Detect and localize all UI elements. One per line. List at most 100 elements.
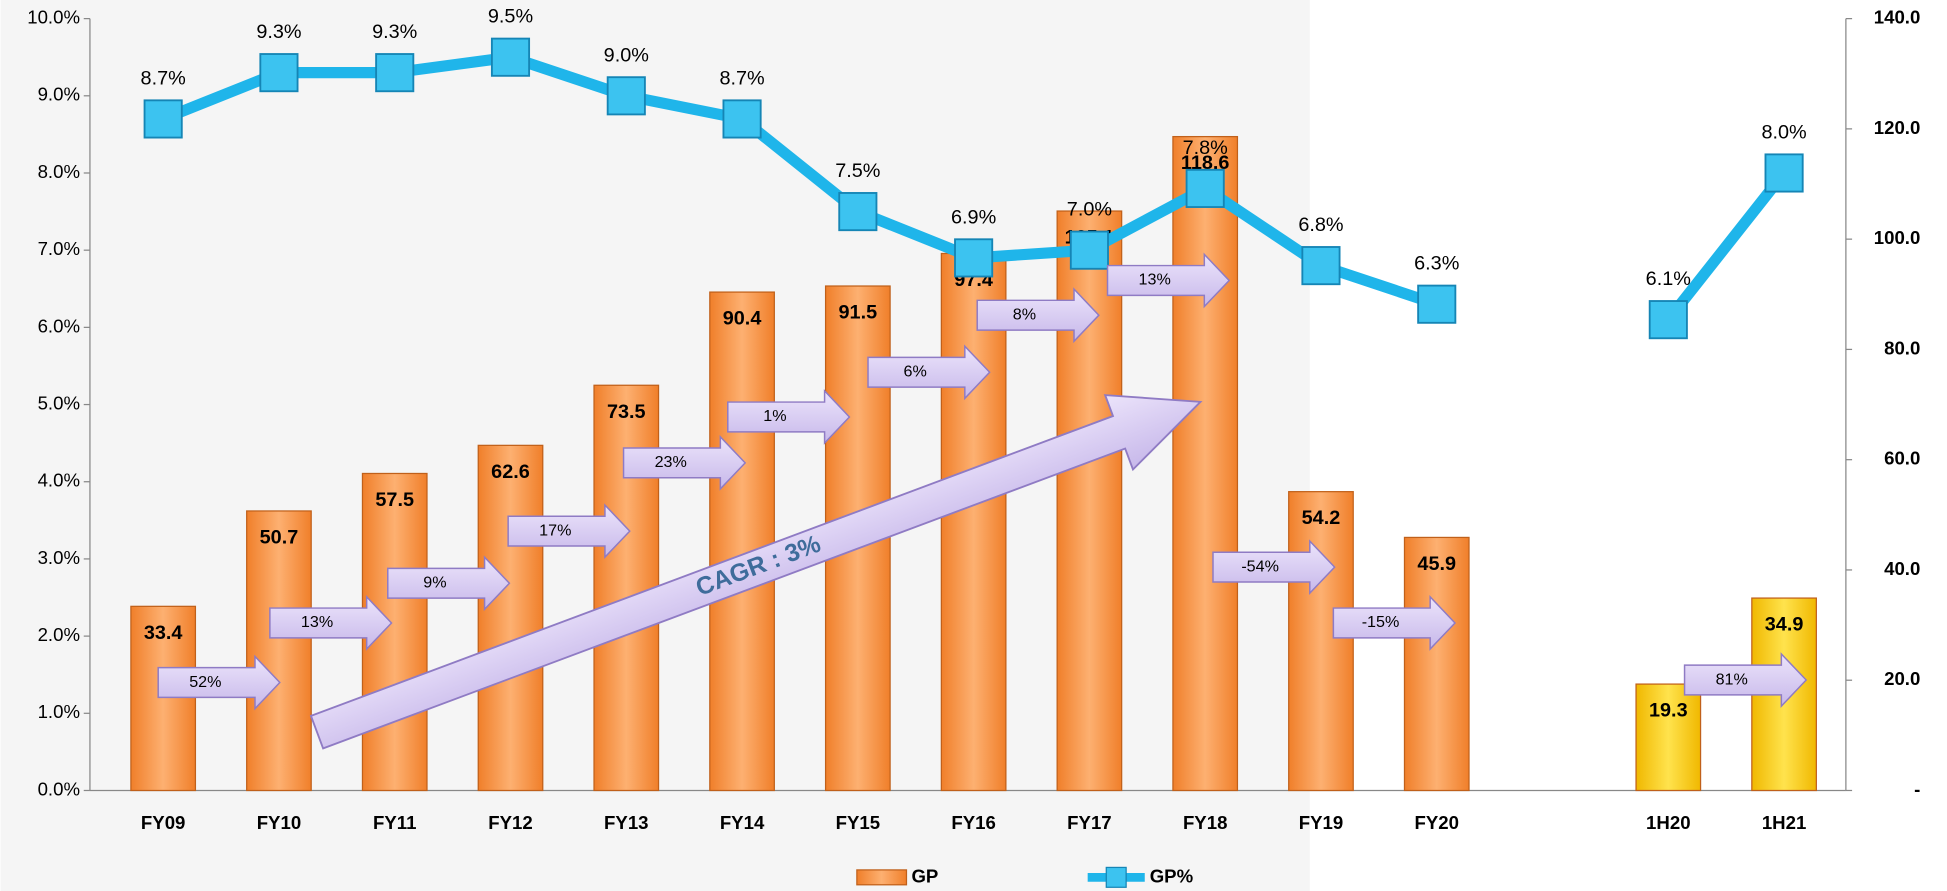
y-tick-label: 10.0% (27, 7, 80, 28)
x-tick-label: FY12 (488, 812, 532, 833)
bar-value-label: 73.5 (607, 401, 646, 423)
bar (593, 384, 660, 792)
line-value-label: 9.0% (604, 44, 649, 66)
bar (130, 605, 197, 792)
y-tick-label: 7.0% (38, 238, 80, 259)
growth-arrow (867, 344, 991, 401)
x-tick-label: FY11 (373, 812, 416, 833)
x-tick-label: FY13 (604, 812, 648, 833)
line-value-label: 8.7% (141, 67, 186, 89)
growth-label: 17% (539, 521, 571, 539)
x-tick-label: 1H21 (1762, 812, 1807, 833)
growth-label: 9% (423, 574, 446, 592)
x-tick-label: FY18 (1183, 812, 1227, 833)
line-marker (1417, 284, 1457, 324)
x-tick-label: FY15 (836, 812, 880, 833)
bar (709, 291, 775, 792)
bar (1056, 210, 1123, 792)
bar (477, 444, 544, 792)
y-tick-label: 2.0% (38, 624, 80, 645)
x-tick-label: FY10 (257, 812, 301, 833)
y-tick-label: 9.0% (38, 84, 80, 105)
growth-arrow (507, 503, 631, 560)
bar-value-label: 54.2 (1302, 507, 1341, 529)
growth-arrow (1332, 595, 1457, 651)
y-tick-label: 3.0% (38, 547, 80, 568)
growth-label: 13% (301, 613, 333, 631)
growth-label: -15% (1362, 613, 1400, 631)
bar (1288, 491, 1354, 792)
bar-value-label: 34.9 (1765, 614, 1804, 636)
line-marker (375, 53, 415, 93)
line-value-label: 9.5% (488, 6, 533, 28)
y-tick-label: 5.0% (38, 392, 80, 413)
growth-arrow (622, 434, 747, 491)
bar-value-label: 62.6 (491, 461, 530, 483)
growth-label: 1% (763, 407, 786, 425)
line-value-label: 9.3% (372, 21, 417, 43)
line-value-label: 7.0% (1067, 199, 1112, 221)
line-value-label: 8.7% (719, 67, 764, 89)
line-marker (490, 37, 531, 77)
line-marker (143, 99, 183, 139)
x-tick-label: 1H20 (1646, 812, 1691, 833)
x-tick-label: FY16 (951, 812, 995, 833)
bar-value-label: 33.4 (144, 622, 183, 644)
growth-label: -54% (1241, 557, 1279, 575)
bar-value-label: 91.5 (839, 302, 878, 324)
y-tick-label: 6.0% (38, 315, 80, 336)
bar-value-label: 118.6 (1181, 152, 1230, 174)
line-value-label: 6.8% (1298, 214, 1343, 236)
line-marker (606, 76, 646, 116)
bar (940, 252, 1007, 792)
y2-tick-label: 120.0 (1874, 117, 1921, 138)
line-marker (259, 53, 299, 93)
growth-arrow (1106, 252, 1231, 309)
line-value-label: 9.3% (256, 21, 301, 43)
line-value-label: 6.9% (951, 206, 996, 228)
growth-label: 6% (904, 363, 927, 381)
line-marker (722, 99, 762, 139)
line-marker (1069, 230, 1109, 270)
growth-arrow (1212, 539, 1336, 596)
y2-tick-label: 140.0 (1874, 7, 1921, 28)
growth-label: 8% (1013, 305, 1036, 323)
bar (1635, 683, 1702, 792)
y2-tick-label: 80.0 (1884, 337, 1920, 358)
line-value-label: 7.5% (835, 160, 880, 182)
y2-tick-label: 40.0 (1884, 558, 1920, 579)
x-tick-label: FY09 (141, 812, 185, 833)
bar (246, 510, 312, 792)
y2-tick-label: 100.0 (1874, 227, 1921, 248)
line-marker (838, 192, 878, 232)
growth-arrow (976, 287, 1100, 344)
line-value-label: 6.3% (1414, 253, 1459, 275)
y2-tick-label: - (1914, 778, 1920, 799)
bar-value-label: 90.4 (723, 308, 762, 330)
line-marker (1301, 246, 1341, 286)
y-tick-label: 1.0% (38, 701, 80, 722)
growth-label: 13% (1139, 271, 1171, 289)
line-value-label: 7.8% (1183, 137, 1228, 159)
growth-label: 23% (655, 453, 687, 471)
bar-value-label: 57.5 (375, 489, 414, 511)
line-marker (1648, 300, 1688, 340)
line-marker (1764, 153, 1804, 193)
legend-swatch (856, 869, 908, 886)
x-tick-label: FY20 (1415, 812, 1459, 833)
growth-label: 81% (1716, 670, 1748, 688)
growth-arrow (1683, 652, 1808, 708)
line-value-label: 8.0% (1761, 122, 1806, 144)
bar-value-label: 50.7 (260, 527, 299, 549)
legend-label: GP (911, 865, 938, 886)
line-marker (954, 238, 994, 278)
bar (1172, 135, 1239, 792)
growth-arrow (727, 389, 851, 445)
growth-arrow (269, 595, 393, 651)
line-value-label: 6.1% (1646, 268, 1691, 290)
bar-value-label: 19.3 (1649, 700, 1688, 722)
growth-label: 52% (189, 673, 221, 691)
legend-swatch (1105, 866, 1127, 888)
x-tick-label: FY14 (720, 812, 765, 833)
x-tick-label: FY19 (1299, 812, 1343, 833)
